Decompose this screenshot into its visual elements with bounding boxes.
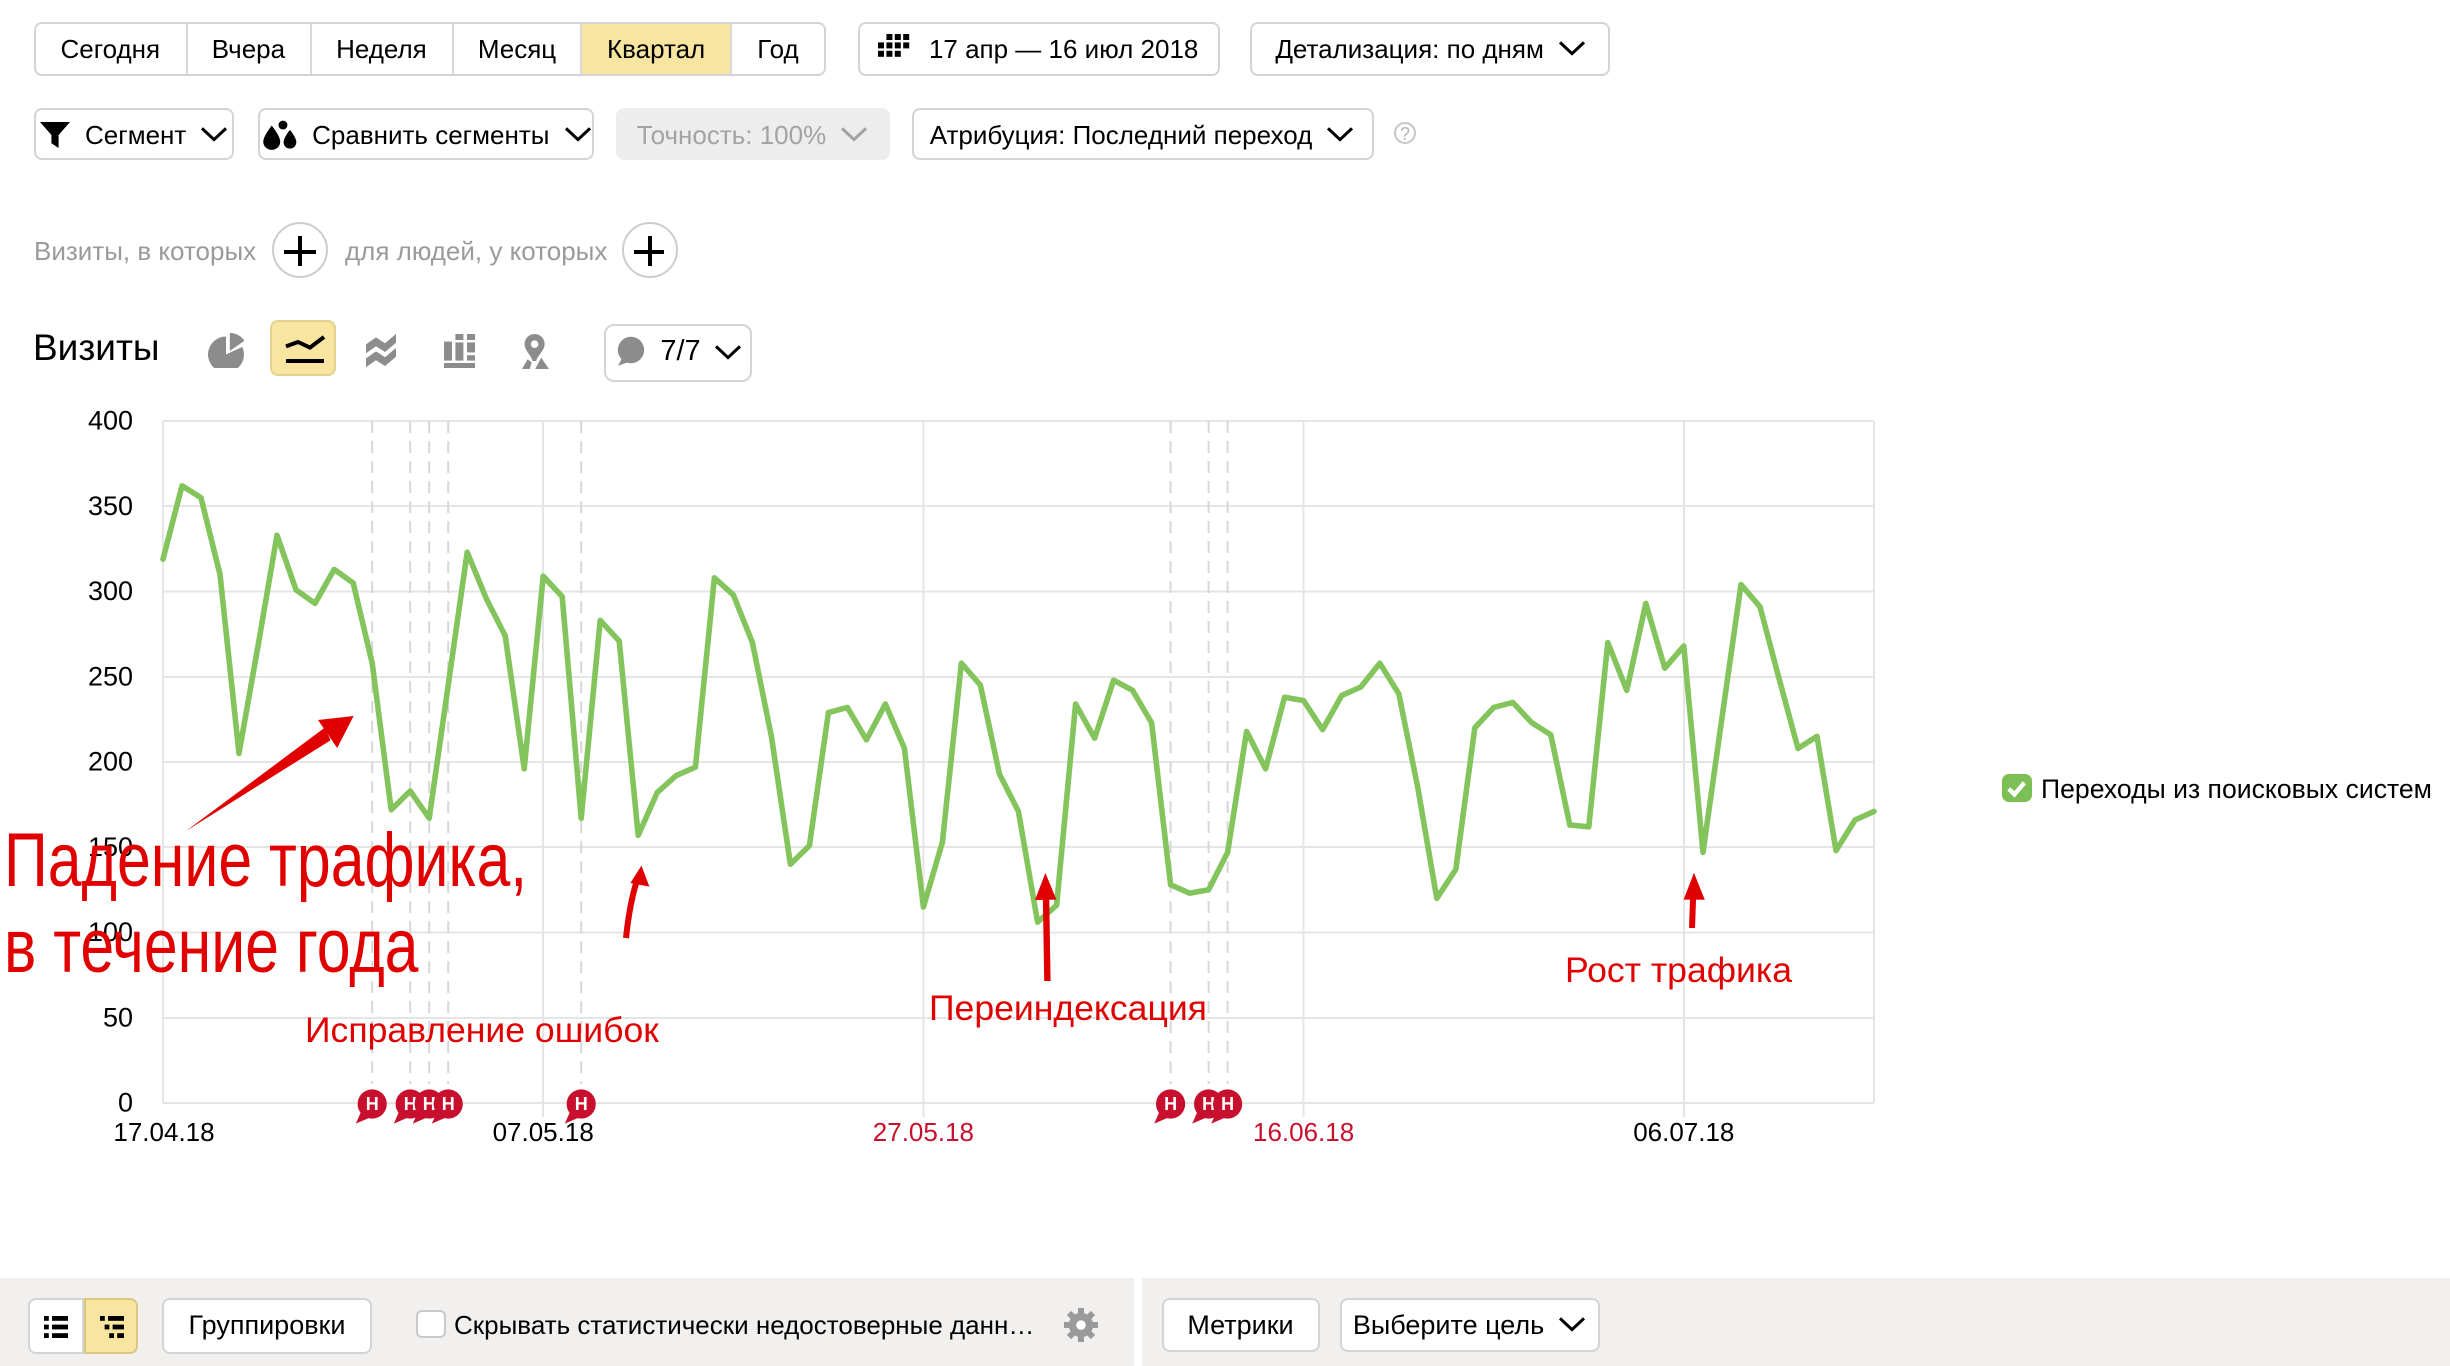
svg-text:16.06.18: 16.06.18 [1253, 1117, 1354, 1147]
svg-text:Н: Н [404, 1094, 417, 1114]
svg-text:06.07.18: 06.07.18 [1633, 1117, 1734, 1147]
svg-text:Н: Н [423, 1094, 436, 1114]
svg-text:50: 50 [103, 1002, 133, 1032]
svg-text:Н: Н [442, 1094, 455, 1114]
svg-text:0: 0 [118, 1088, 133, 1118]
svg-text:Н: Н [1164, 1094, 1177, 1114]
svg-text:400: 400 [88, 406, 133, 436]
svg-text:150: 150 [88, 832, 133, 862]
svg-text:Н: Н [575, 1094, 588, 1114]
svg-text:Н: Н [1202, 1094, 1215, 1114]
svg-text:100: 100 [88, 917, 133, 947]
svg-text:250: 250 [88, 661, 133, 691]
svg-text:Н: Н [366, 1094, 379, 1114]
svg-text:200: 200 [88, 747, 133, 777]
svg-text:350: 350 [88, 491, 133, 521]
svg-text:27.05.18: 27.05.18 [873, 1117, 974, 1147]
svg-text:Н: Н [1221, 1094, 1234, 1114]
svg-text:300: 300 [88, 576, 133, 606]
svg-text:07.05.18: 07.05.18 [493, 1117, 594, 1147]
svg-text:17.04.18: 17.04.18 [113, 1117, 214, 1147]
